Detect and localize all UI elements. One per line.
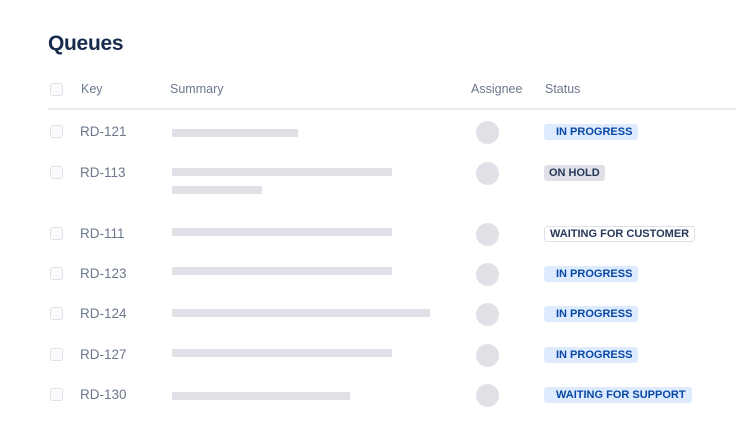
summary-placeholder [172,228,392,236]
summary-placeholder [172,168,392,176]
status-badge: IN PROGRESS [544,347,639,363]
row-checkbox[interactable] [50,267,63,280]
row-checkbox[interactable] [50,227,63,240]
summary-placeholder [172,129,298,137]
summary-placeholder [172,392,350,400]
issue-key[interactable]: RD-127 [80,347,127,362]
row-checkbox[interactable] [50,125,63,138]
summary-placeholder [172,267,392,275]
summary-placeholder [172,349,392,357]
assignee-avatar[interactable] [476,344,499,367]
issue-key[interactable]: RD-113 [80,165,126,180]
assignee-avatar[interactable] [476,384,499,407]
row-checkbox[interactable] [50,388,63,401]
column-header-summary[interactable]: Summary [170,82,224,96]
assignee-avatar[interactable] [476,223,499,246]
assignee-avatar[interactable] [476,263,499,286]
issue-key[interactable]: RD-121 [80,124,127,139]
status-badge: WAITING FOR SUPPORT [544,387,692,403]
row-checkbox[interactable] [50,166,63,179]
column-header-assignee[interactable]: Assignee [471,82,523,96]
issue-key[interactable]: RD-130 [80,387,127,402]
status-badge: ON HOLD [544,165,605,181]
status-badge: IN PROGRESS [544,124,639,140]
row-checkbox[interactable] [50,307,63,320]
assignee-avatar[interactable] [476,162,499,185]
assignee-avatar[interactable] [476,121,499,144]
status-badge: WAITING FOR CUSTOMER [544,226,696,242]
page-title: Queues [48,32,124,55]
summary-placeholder [172,186,262,194]
select-all-checkbox[interactable] [50,83,63,96]
row-checkbox[interactable] [50,348,63,361]
column-header-key[interactable]: Key [81,82,103,96]
header-divider [48,108,736,110]
column-header-status[interactable]: Status [545,82,581,96]
summary-placeholder [172,309,430,317]
status-badge: IN PROGRESS [544,266,639,282]
status-badge: IN PROGRESS [544,306,639,322]
assignee-avatar[interactable] [476,303,499,326]
issue-key[interactable]: RD-124 [80,306,127,321]
issue-key[interactable]: RD-123 [80,266,127,281]
issue-key[interactable]: RD-111 [80,226,125,241]
